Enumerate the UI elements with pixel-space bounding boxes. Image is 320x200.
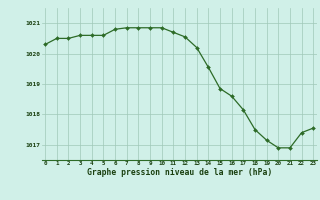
X-axis label: Graphe pression niveau de la mer (hPa): Graphe pression niveau de la mer (hPa) (87, 168, 272, 177)
